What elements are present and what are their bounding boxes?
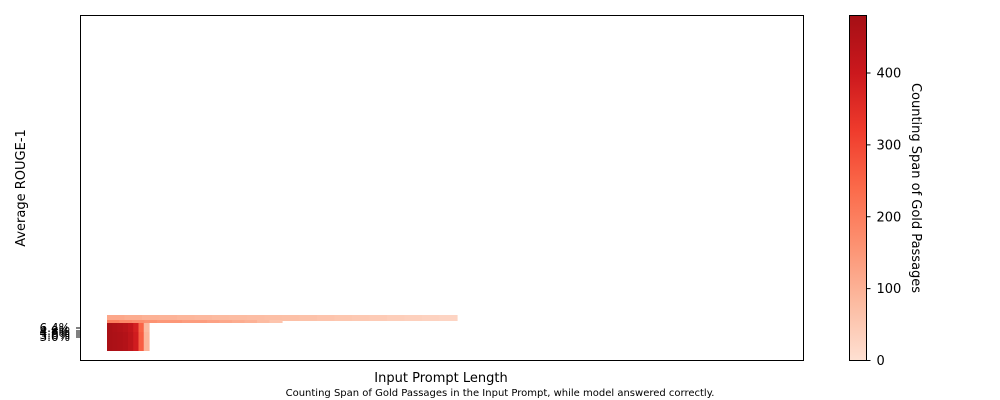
heatmap-cell [122,332,129,341]
heatmap-cell [117,341,124,351]
heatmap-cell [144,320,158,323]
chart-caption: Counting Span of Gold Passages in the In… [286,388,715,399]
y-tick-label: 3.6% [40,328,71,342]
heatmap-cell [334,315,353,321]
colorbar-tick-label: 100 [877,282,902,297]
heatmap-cell [264,315,283,321]
heatmap-cell [387,315,406,321]
heatmap-cell [107,320,121,323]
heatmap-cell [182,320,196,323]
heatmap-cell [422,315,441,321]
x-axis-label: Input Prompt Length [374,371,507,386]
heatmap-cell [207,320,221,323]
heatmap-cell [112,332,119,341]
heatmap-cell [143,341,150,351]
heatmap-cell [132,320,146,323]
heatmap-cell [112,323,119,332]
heatmap-cell [143,332,150,341]
heatmap-cell [194,320,208,323]
heatmap-cell [107,341,113,351]
heatmap-cell [194,315,213,321]
heatmap-cell [133,332,140,341]
heatmap-cell [157,320,171,323]
colorbar-tick-label: 400 [877,67,902,82]
heatmap-cell [119,320,133,323]
heatmap-cell [439,315,458,321]
heatmap-cell [142,315,161,321]
heatmap-cell [107,332,113,341]
heatmap-cell [112,341,119,351]
y-tick-label: 4.6% [40,326,71,340]
colorbar-tick-label: 0 [877,354,885,369]
y-axis-ticks: 6.4%4.8%4.6%3.6%3.0% [40,321,81,344]
heatmap-cell [244,320,258,323]
heatmap-cell [122,323,129,332]
colorbar [849,15,867,361]
heatmap-cell [369,315,388,321]
y-tick-label: 6.4% [40,321,71,335]
heatmap-cell [122,341,129,351]
heatmap-cell [212,315,231,321]
heatmap-cell [117,323,124,332]
heatmap-cell [143,323,150,332]
heatmap-cell [117,332,124,341]
heatmap-cell [177,315,196,321]
heatmap-cell [352,315,371,321]
heatmap-cell [282,315,301,321]
heatmap-cell [257,320,271,323]
heatmap-cell [317,315,336,321]
heatmap-cell [107,315,126,321]
heatmap-cell [169,320,183,323]
heatmap-cell [128,323,134,332]
y-tick-label: 4.8% [40,324,71,338]
colorbar-ticks: 0 100 200 300 400 [866,67,902,369]
y-axis-label: Average ROUGE-1 [14,129,29,247]
heatmap-cell [138,332,145,341]
heatmap-cell [138,323,145,332]
heatmap-cell [299,315,318,321]
colorbar-tick-label: 200 [877,210,902,225]
heatmap-cell [128,341,134,351]
plot-area [80,15,804,361]
heatmap-cell [247,315,266,321]
colorbar-label: Counting Span of Gold Passages [908,83,923,293]
heatmap-cell [232,320,246,323]
y-tick-label: 3.0% [40,330,71,344]
heatmap-cell [138,341,145,351]
heatmap-cell [133,323,140,332]
heatmap-cell [229,315,248,321]
heatmap-cell [219,320,233,323]
heatmap-cell [269,320,283,323]
heatmap-cell [124,315,143,321]
heatmap-cell [133,341,140,351]
heatmap-cell [107,323,113,332]
heatmap-cell [159,315,178,321]
colorbar-tick-label: 300 [877,138,902,153]
heatmap-cells [107,315,458,351]
heatmap-cell [128,332,134,341]
heatmap-cell [404,315,423,321]
